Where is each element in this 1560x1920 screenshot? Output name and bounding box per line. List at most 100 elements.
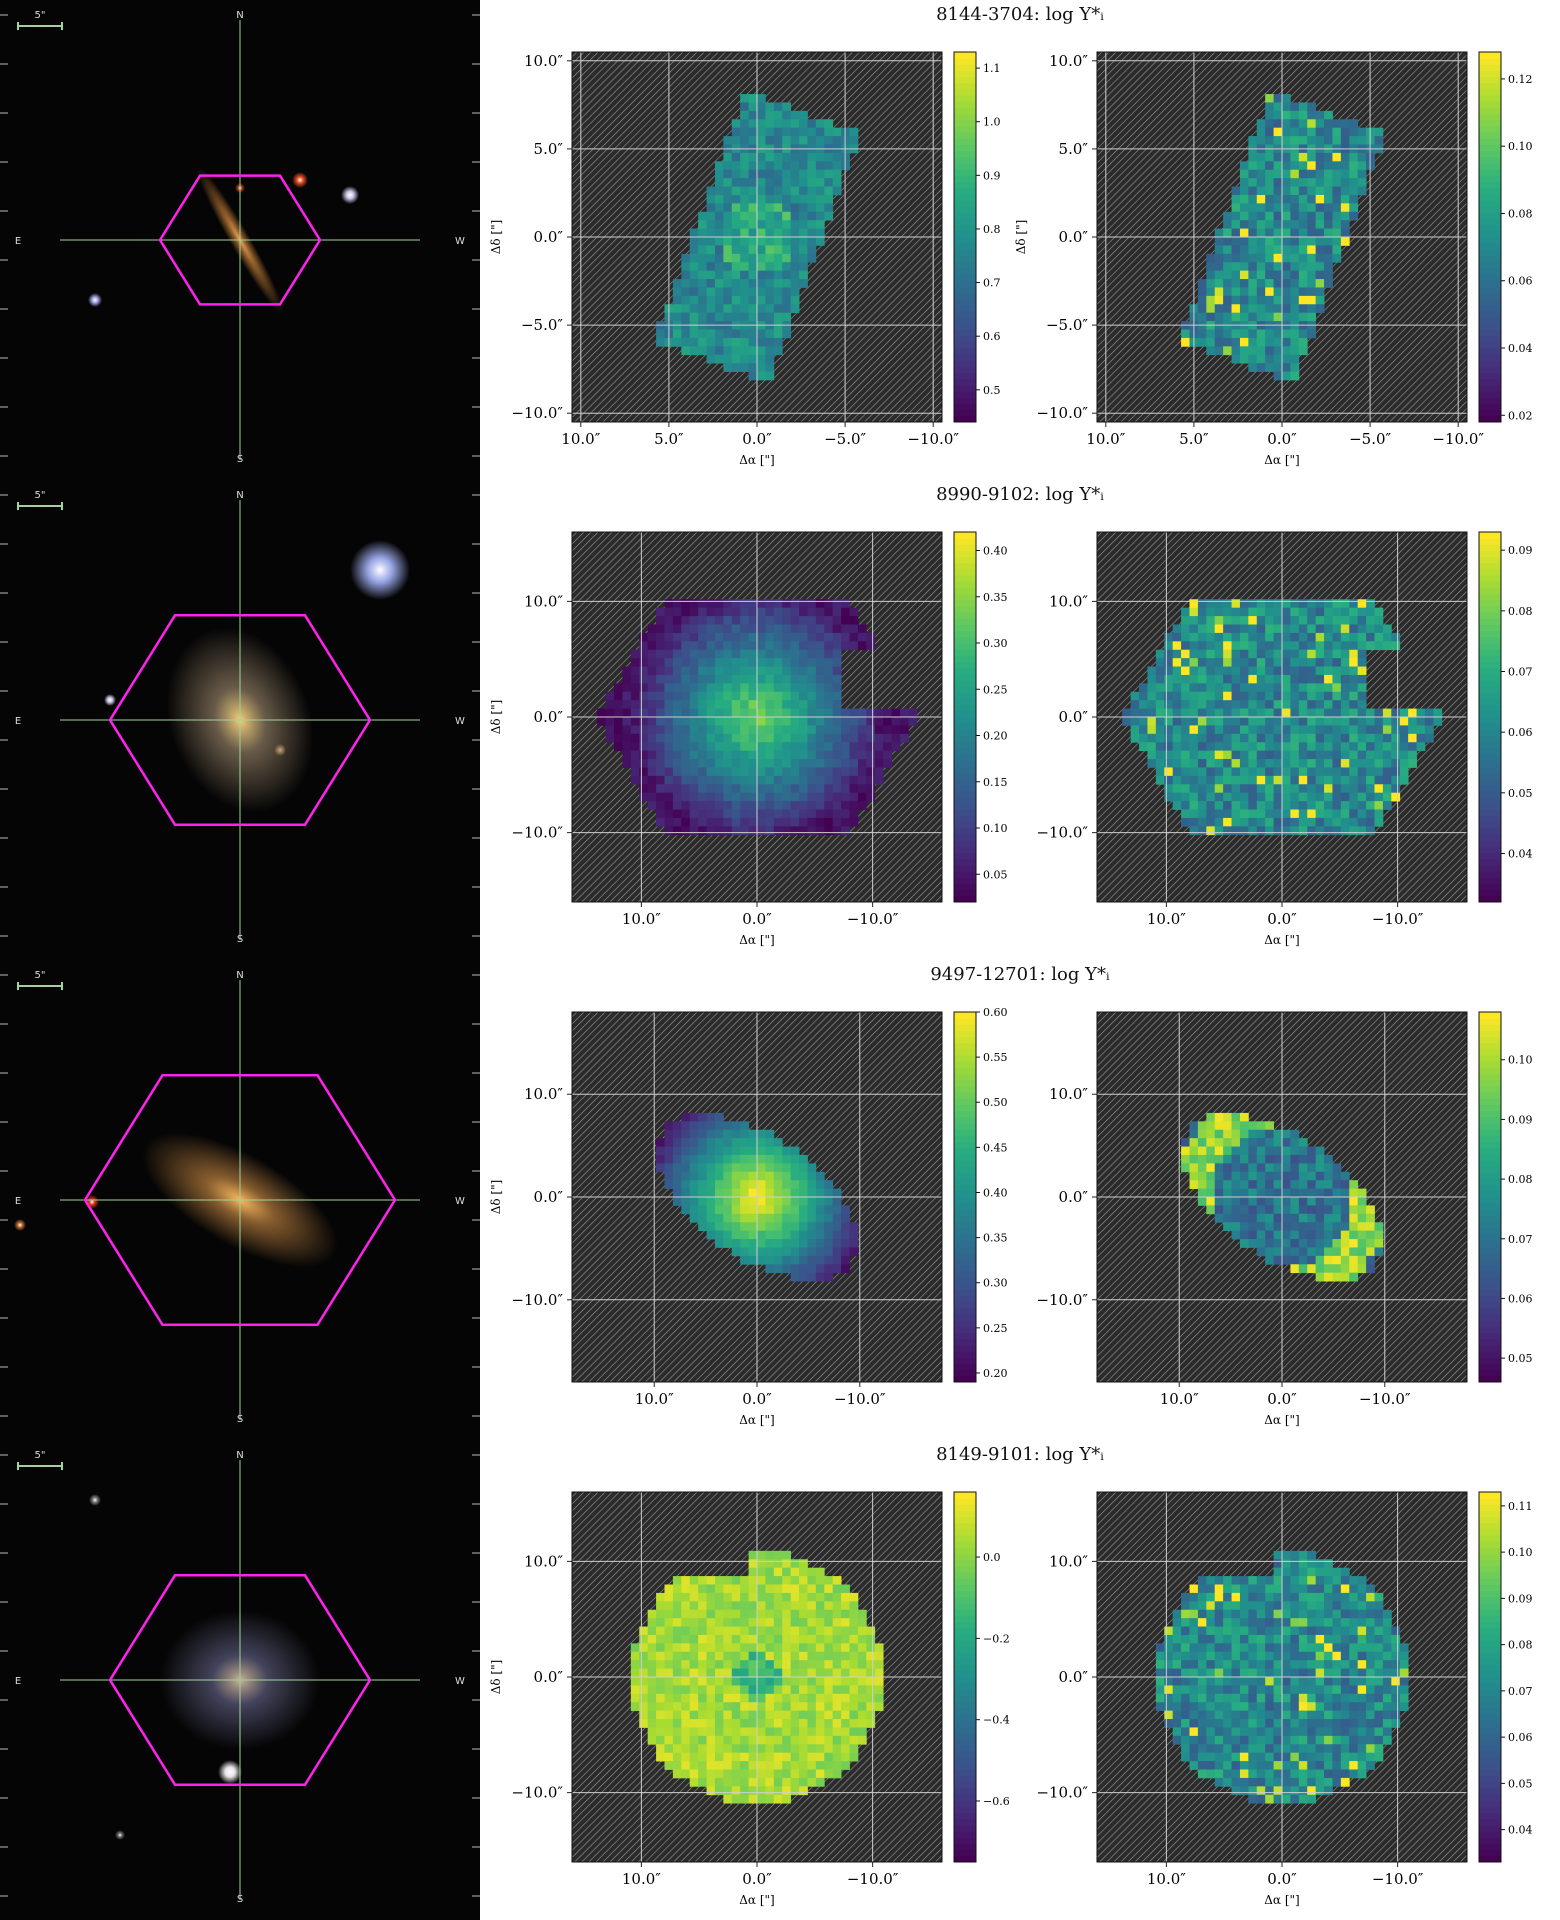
map-pixel <box>773 1626 783 1636</box>
map-pixel <box>891 733 901 743</box>
map-pixel <box>1239 1727 1249 1737</box>
colorbar-tick-label: 0.10 <box>1508 1546 1533 1559</box>
map-pixel <box>1189 1592 1199 1602</box>
map-pixel <box>757 178 766 187</box>
colorbar-tick-label: 0.04 <box>1508 342 1533 355</box>
map-pixel <box>815 1702 825 1712</box>
map-pixel <box>799 1777 808 1787</box>
map-pixel <box>773 759 783 768</box>
map-pixel <box>1248 337 1258 347</box>
map-pixel <box>1332 775 1342 785</box>
map-pixel <box>714 253 724 263</box>
map-pixel <box>1231 354 1241 364</box>
map-pixel <box>782 1601 792 1611</box>
map-pixel <box>1273 691 1283 701</box>
map-pixel <box>1290 607 1300 617</box>
x-tick-label: 0.0″ <box>742 1390 772 1408</box>
map-pixel <box>1223 1213 1232 1223</box>
map-pixel <box>1197 304 1207 314</box>
map-pixel <box>1307 220 1317 229</box>
map-pixel <box>807 237 817 246</box>
map-pixel <box>1189 1180 1199 1189</box>
map-pixel <box>908 708 918 718</box>
map-pixel <box>1265 717 1274 726</box>
map-pixel <box>1349 1643 1359 1653</box>
map-pixel <box>1332 1777 1342 1787</box>
map-pixel <box>1340 632 1350 642</box>
map-pixel <box>899 717 909 726</box>
map-pixel <box>1197 1643 1207 1653</box>
map-pixel <box>656 1609 665 1619</box>
map-pixel <box>1256 1154 1266 1164</box>
map-pixel <box>689 691 699 701</box>
map-pixel <box>1273 1702 1283 1712</box>
map-pixel <box>1408 742 1417 752</box>
map-pixel <box>757 1171 766 1181</box>
map-pixel <box>1206 1171 1216 1181</box>
map-pixel <box>1307 1660 1317 1669</box>
map-pixel <box>1298 1138 1308 1147</box>
map-pixel <box>1214 329 1224 339</box>
map-pixel <box>782 750 792 760</box>
map-pixel <box>1172 1702 1182 1712</box>
map-pixel <box>1298 1264 1308 1274</box>
map-pixel <box>773 127 783 137</box>
map-pixels <box>1122 599 1443 836</box>
map-pixel <box>698 1121 707 1131</box>
map-pixel <box>723 641 733 651</box>
map-pixel <box>1382 1643 1392 1653</box>
map-pixel <box>824 186 834 196</box>
map-pixel <box>1172 792 1182 802</box>
map-pixel <box>765 127 775 137</box>
map-pixel <box>672 1601 682 1611</box>
map-pixel <box>714 792 724 802</box>
map-pixel <box>1197 1769 1207 1779</box>
map-pixel <box>1239 203 1249 213</box>
row-title: 9497-12701: log Υ*ᵢ <box>930 964 1110 985</box>
map-pixel <box>1273 1601 1283 1611</box>
map-pixel <box>1231 312 1241 322</box>
map-pixel <box>1231 759 1241 768</box>
map-pixel <box>765 119 775 129</box>
map-pixel <box>757 733 766 743</box>
map-pixel <box>723 700 733 709</box>
map-pixel <box>740 1794 749 1804</box>
map-pixel <box>639 1643 649 1653</box>
map-pixel <box>1147 725 1157 735</box>
map-pixel <box>714 607 724 617</box>
map-pixel <box>790 1197 800 1206</box>
map-pixel <box>1239 287 1249 297</box>
map-pixel <box>1315 641 1325 651</box>
map-pixel <box>1189 1129 1199 1139</box>
map-pixel <box>815 616 825 625</box>
map-pixel <box>1282 641 1291 651</box>
map-pixel <box>1273 211 1283 221</box>
map-pixel <box>799 767 808 777</box>
map-pixel <box>757 1634 766 1644</box>
map-pixel <box>841 809 850 819</box>
map-pixel <box>857 742 867 752</box>
map-pixel <box>1315 801 1325 810</box>
map-pixel <box>1332 1761 1342 1770</box>
map-pixel <box>614 717 623 726</box>
map-pixel <box>1282 1163 1291 1173</box>
map-pixel <box>723 599 733 609</box>
map-pixel <box>765 817 775 827</box>
map-pixel <box>1231 346 1241 356</box>
map-pixel <box>1391 1668 1401 1678</box>
map-pixel <box>714 649 724 659</box>
map-pixel <box>1248 792 1258 802</box>
map-pixel <box>656 767 665 777</box>
map-pixel <box>681 792 691 802</box>
map-pixel <box>706 674 716 684</box>
map-pixel <box>740 337 749 347</box>
map-pixel <box>1307 649 1317 659</box>
map-pixel <box>706 1752 716 1762</box>
map-pixel <box>1366 767 1375 777</box>
map-pixel <box>748 1618 758 1627</box>
map-pixel <box>1256 1794 1266 1804</box>
map-pixel <box>1307 136 1317 145</box>
map-pixel <box>706 599 716 609</box>
map-pixel <box>799 674 808 684</box>
map-pixel <box>1307 759 1317 768</box>
